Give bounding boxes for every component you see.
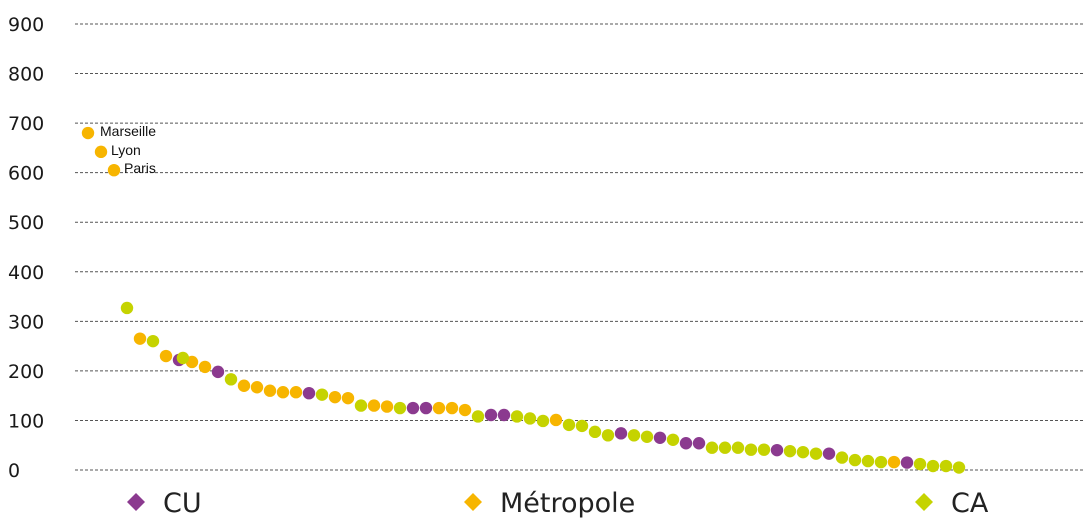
y-tick-label-800: 800	[8, 64, 44, 86]
point-mtropole-12	[328, 390, 342, 404]
point-ca-7	[471, 410, 485, 423]
point-ca-15	[627, 429, 641, 442]
point-mtropole-4	[159, 349, 173, 363]
legend-label-cu: CU	[163, 488, 202, 518]
annotation-paris: Paris	[124, 160, 156, 176]
point-ca-33	[952, 461, 966, 474]
point-ca-14	[601, 429, 615, 442]
point-ca-18	[705, 441, 719, 454]
point-ca-5	[354, 399, 368, 412]
point-ca-23	[783, 444, 797, 458]
point-ca-8	[510, 410, 524, 423]
point-ca-22	[757, 443, 771, 456]
point-ca-3	[224, 373, 238, 386]
point-ca-27	[848, 453, 862, 467]
point-ca-28	[861, 454, 875, 468]
y-tick-label-900: 900	[8, 14, 44, 36]
point-ca-21	[744, 443, 758, 456]
point-mtropole-18	[458, 403, 472, 417]
point-ca-9	[523, 412, 537, 425]
point-mtropole-11	[289, 385, 303, 399]
point-cu-12	[822, 447, 836, 460]
point-mtropole-8	[250, 381, 264, 394]
gridlines	[75, 23, 1085, 471]
data-points	[81, 126, 966, 474]
y-tick-label-100: 100	[8, 410, 44, 432]
point-mtropole-2	[107, 163, 121, 177]
point-cu-11	[770, 443, 784, 457]
point-ca-13	[588, 425, 602, 439]
point-ca-4	[315, 388, 329, 401]
y-tick-label-700: 700	[8, 113, 44, 135]
point-cu-8	[653, 431, 667, 444]
point-ca-19	[718, 441, 732, 454]
point-ca-10	[536, 414, 550, 428]
y-tick-label-0: 0	[8, 460, 20, 482]
legend-label-ca: CA	[951, 488, 989, 518]
point-mtropole-15	[380, 400, 394, 413]
point-ca-26	[835, 451, 849, 464]
point-mtropole-3	[133, 332, 147, 345]
point-ca-32	[939, 459, 953, 473]
point-mtropole-0	[81, 126, 95, 140]
point-ca-30	[913, 457, 927, 471]
point-ca-24	[796, 445, 810, 459]
annotation-marseille: Marseille	[100, 123, 156, 139]
point-mtropole-9	[263, 384, 277, 397]
point-mtropole-17	[445, 401, 459, 415]
point-ca-16	[640, 430, 654, 443]
point-cu-3	[419, 401, 433, 415]
point-ca-29	[874, 455, 888, 469]
point-cu-13	[900, 456, 914, 469]
annotation-lyon: Lyon	[111, 142, 141, 158]
point-ca-20	[731, 441, 745, 454]
y-tick-label-400: 400	[8, 262, 44, 284]
point-ca-12	[575, 419, 589, 433]
point-ca-25	[809, 447, 823, 460]
point-mtropole-7	[237, 379, 251, 392]
point-cu-10	[692, 437, 706, 450]
point-mtropole-19	[549, 413, 563, 427]
point-mtropole-10	[276, 385, 290, 399]
point-ca-17	[666, 433, 680, 446]
legend-marker-mtropole	[464, 493, 482, 511]
y-tick-label-200: 200	[8, 361, 44, 383]
point-ca-1	[146, 334, 160, 348]
legend: CU Métropole CA	[127, 488, 989, 518]
point-ca-6	[393, 401, 407, 415]
point-ca-2	[176, 351, 190, 365]
point-cu-6	[497, 408, 511, 422]
point-cu-2	[302, 386, 316, 400]
point-mtropole-20	[887, 455, 901, 469]
y-tick-label-300: 300	[8, 311, 44, 333]
point-cu-5	[484, 408, 498, 422]
legend-label-mtropole: Métropole	[500, 488, 635, 518]
legend-marker-ca	[915, 493, 933, 511]
y-tick-label-500: 500	[8, 212, 44, 234]
point-mtropole-1	[94, 145, 108, 159]
point-mtropole-6	[198, 360, 212, 374]
point-mtropole-16	[432, 401, 446, 415]
y-tick-label-600: 600	[8, 163, 44, 185]
point-mtropole-13	[341, 391, 355, 405]
point-cu-1	[211, 365, 225, 379]
point-cu-7	[614, 427, 628, 440]
y-axis-tick-labels: 0 100 200 300 400 500 600 700 800 900	[8, 14, 44, 482]
point-mtropole-14	[367, 399, 381, 412]
point-cu-4	[406, 401, 420, 415]
point-ca-31	[926, 459, 940, 473]
annotations: Marseille Lyon Paris	[100, 123, 156, 176]
point-ca-0	[120, 301, 134, 315]
legend-marker-cu	[127, 493, 145, 511]
point-cu-9	[679, 437, 693, 450]
point-ca-11	[562, 418, 576, 432]
